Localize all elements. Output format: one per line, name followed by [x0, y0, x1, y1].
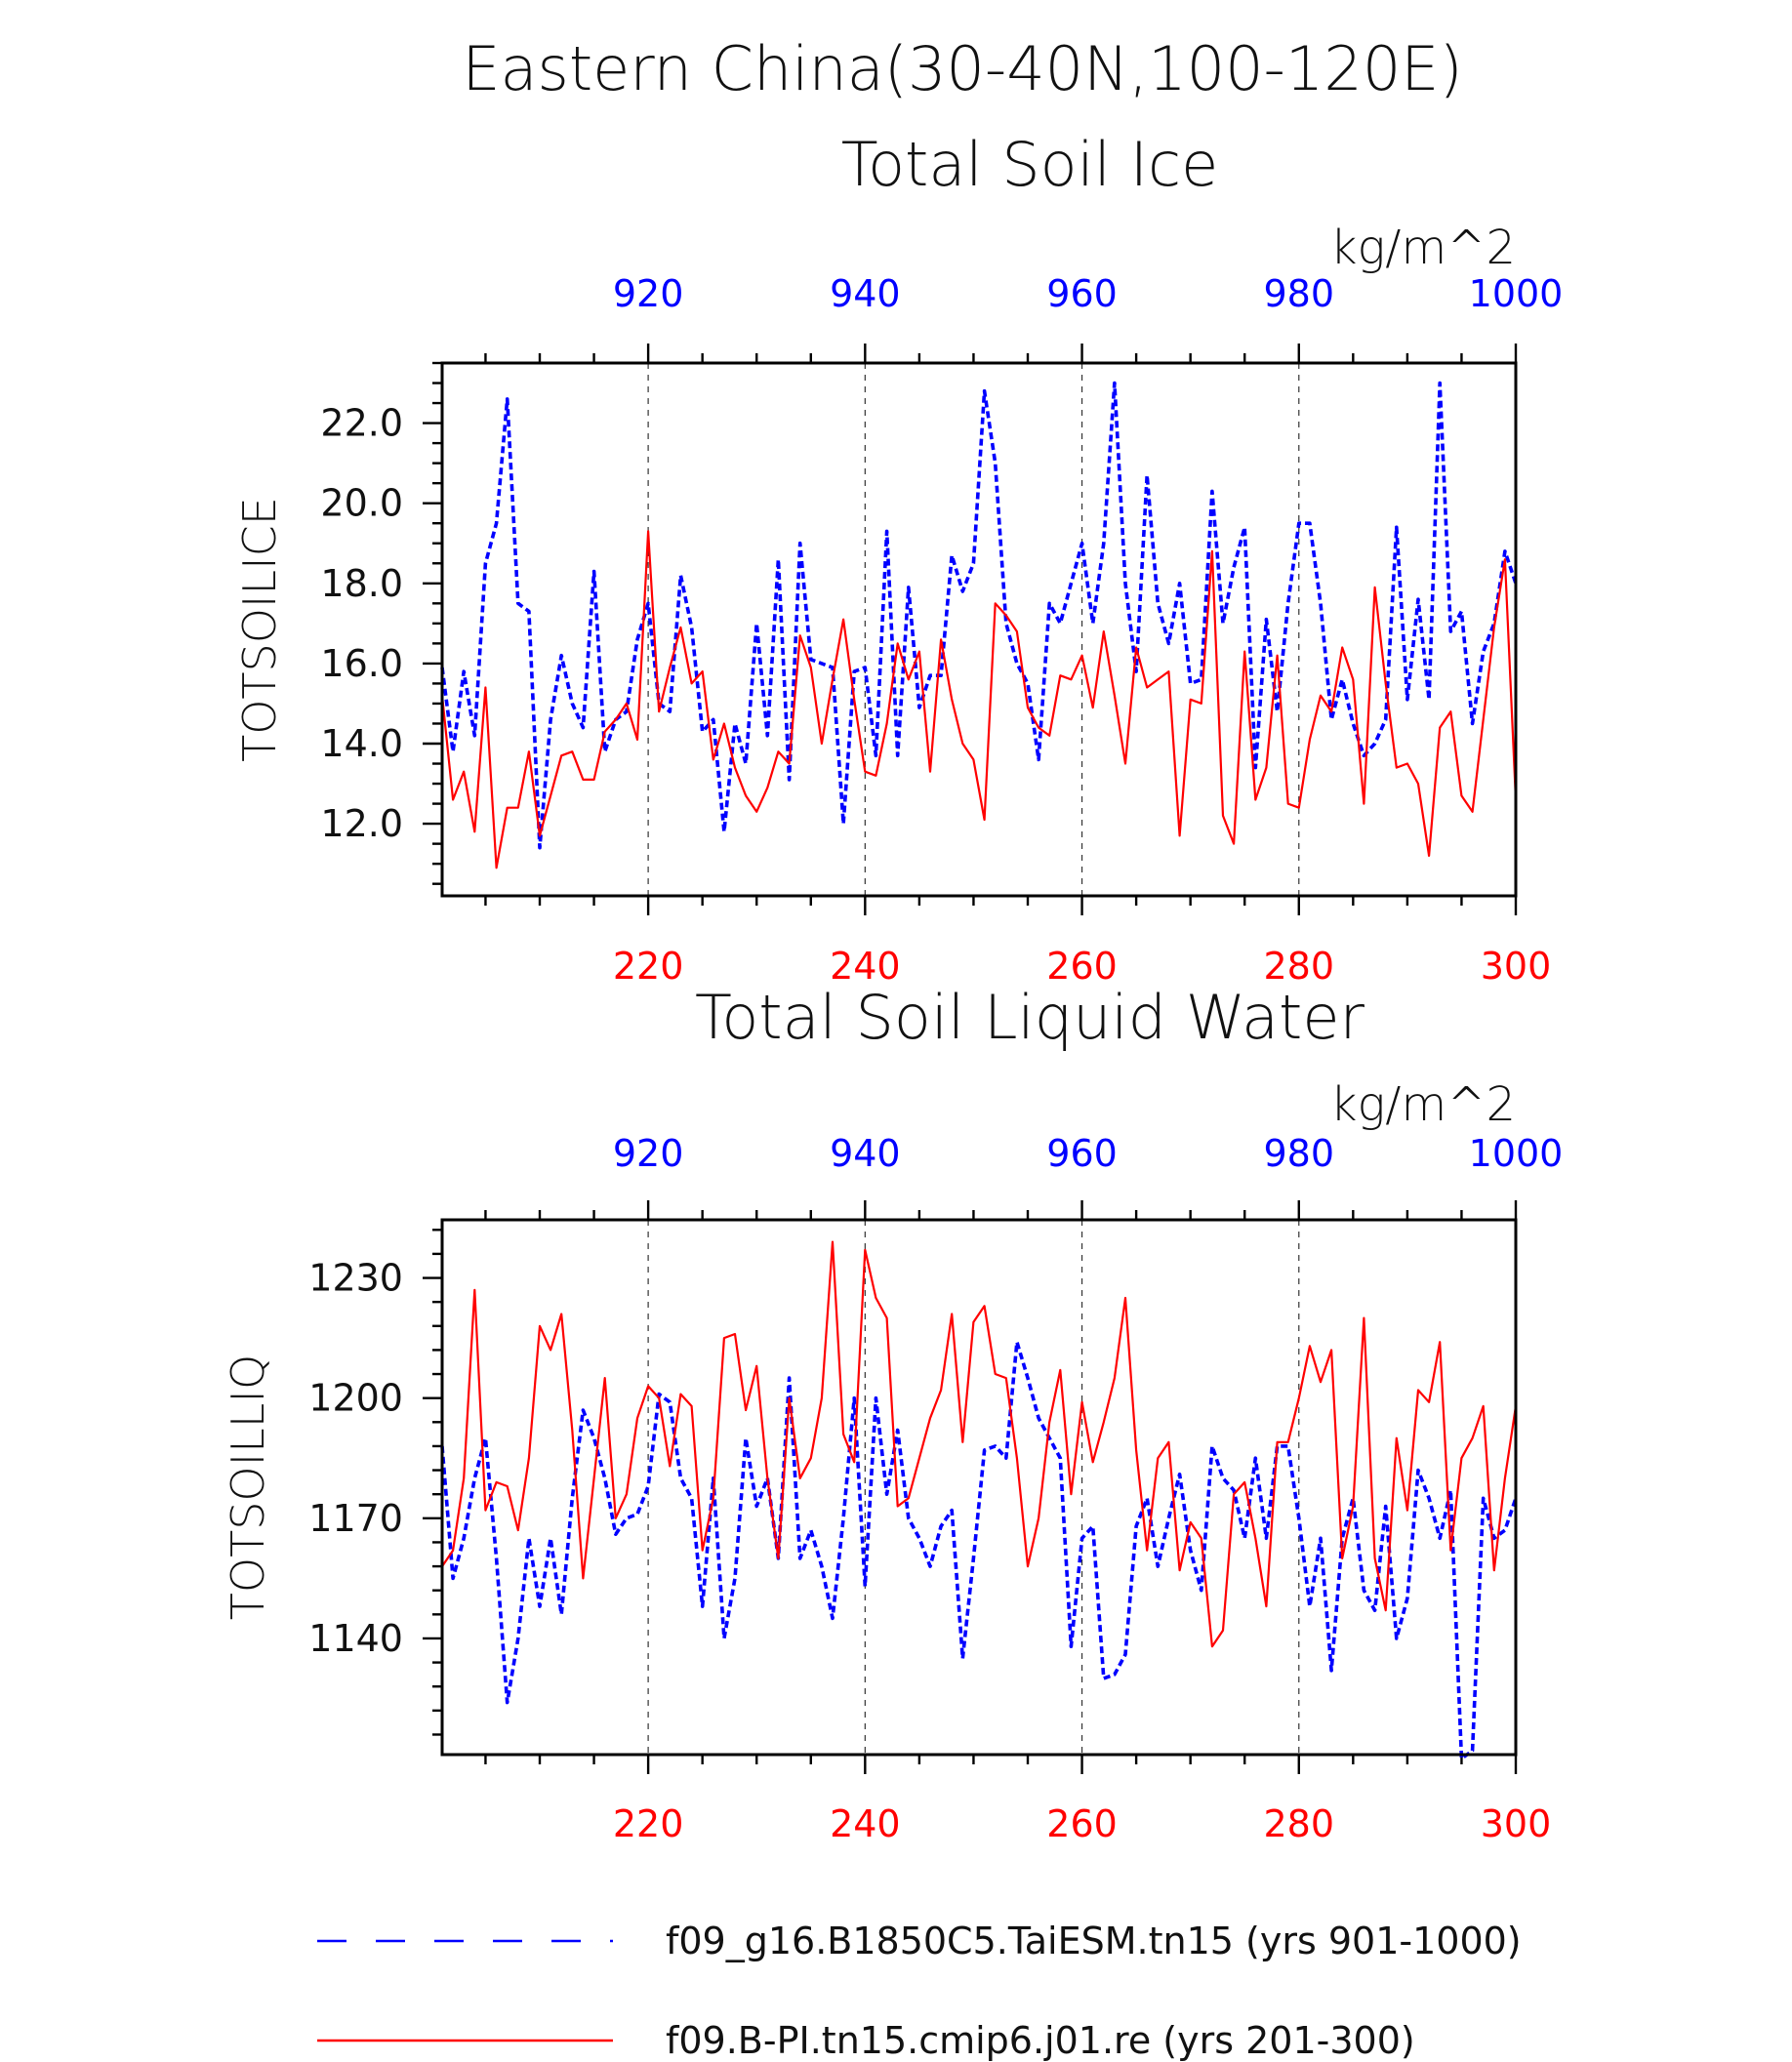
panel-1-y-tick-label: 20.0 [320, 482, 403, 525]
panel-2-series-model-b-line [441, 1240, 1518, 1648]
panel-1-ylabel: TOTSOILICE [233, 497, 286, 762]
panel-1-units: kg/m^2 [1330, 221, 1516, 275]
panel-2-frame [440, 1218, 1518, 1757]
panel-1-title: Total Soil Ice [841, 129, 1218, 200]
panel-1-x-top-tick-label: 1000 [1469, 272, 1564, 315]
panel-2-y-tick-label: 1230 [308, 1257, 403, 1300]
panel-1-x-bottom-tick-label: 240 [830, 945, 901, 988]
panel-2-units: kg/m^2 [1330, 1077, 1516, 1132]
panel-2-x-bottom-tick-label: 260 [1046, 1802, 1118, 1845]
panel-2-x-bottom-tick-label: 280 [1264, 1802, 1335, 1845]
panel-1-y-tick-label: 14.0 [320, 722, 403, 765]
panel-2-x-top-tick-label: 960 [1046, 1132, 1118, 1175]
panel-1-y-tick-label: 18.0 [320, 562, 403, 605]
panel-2-x-top-tick-label: 940 [830, 1132, 901, 1175]
panel-1-series-model-a-line [440, 381, 1518, 850]
panel-1-y-tick-label: 12.0 [320, 802, 403, 845]
legend-label-model-a: f09_g16.B1850C5.TaiESM.tn15 (yrs 901-100… [666, 1920, 1522, 1962]
panel-1-x-bottom-tick-label: 300 [1481, 945, 1552, 988]
panel-1-x-top-tick-label: 980 [1264, 272, 1335, 315]
panel-2-x-bottom-tick-label: 240 [830, 1802, 901, 1845]
legend-label-model-b: f09.B-PI.tn15.cmip6.j01.re (yrs 201-300) [666, 2019, 1415, 2062]
panel-1-x-bottom-tick-label: 260 [1046, 945, 1118, 988]
panel-1-frame [440, 361, 1518, 898]
panel-1-y-tick-label: 16.0 [320, 642, 403, 685]
panel-2-ylabel: TOTSOILLIQ [222, 1354, 274, 1620]
panel-2-x-top-tick-label: 980 [1264, 1132, 1335, 1175]
panel-2-title: Total Soil Liquid Water [695, 982, 1364, 1053]
panel-2-x-top-tick-label: 1000 [1469, 1132, 1564, 1175]
panel-1-x-top-tick-label: 960 [1046, 272, 1118, 315]
panel-2-series-model-a-line [440, 1340, 1518, 1760]
panel-1-x-bottom-tick-label: 220 [613, 945, 684, 988]
panel-1-x-bottom-tick-label: 280 [1264, 945, 1335, 988]
panel-1-x-top-tick-label: 920 [613, 272, 684, 315]
panel-2-y-tick-label: 1170 [308, 1497, 403, 1540]
panel-2-y-tick-label: 1200 [308, 1377, 403, 1420]
panel-1-series-model-b-line [440, 530, 1518, 869]
panel-2-x-bottom-tick-label: 220 [613, 1802, 684, 1845]
panel-2-x-top-tick-label: 920 [613, 1132, 684, 1175]
panel-2-y-tick-label: 1140 [308, 1617, 403, 1660]
panel-2-x-bottom-tick-label: 300 [1481, 1802, 1552, 1845]
figure-title: Eastern China(30-40N,100-120E) [462, 33, 1462, 104]
panel-1-y-tick-label: 22.0 [320, 402, 403, 445]
panel-1-x-top-tick-label: 940 [830, 272, 901, 315]
